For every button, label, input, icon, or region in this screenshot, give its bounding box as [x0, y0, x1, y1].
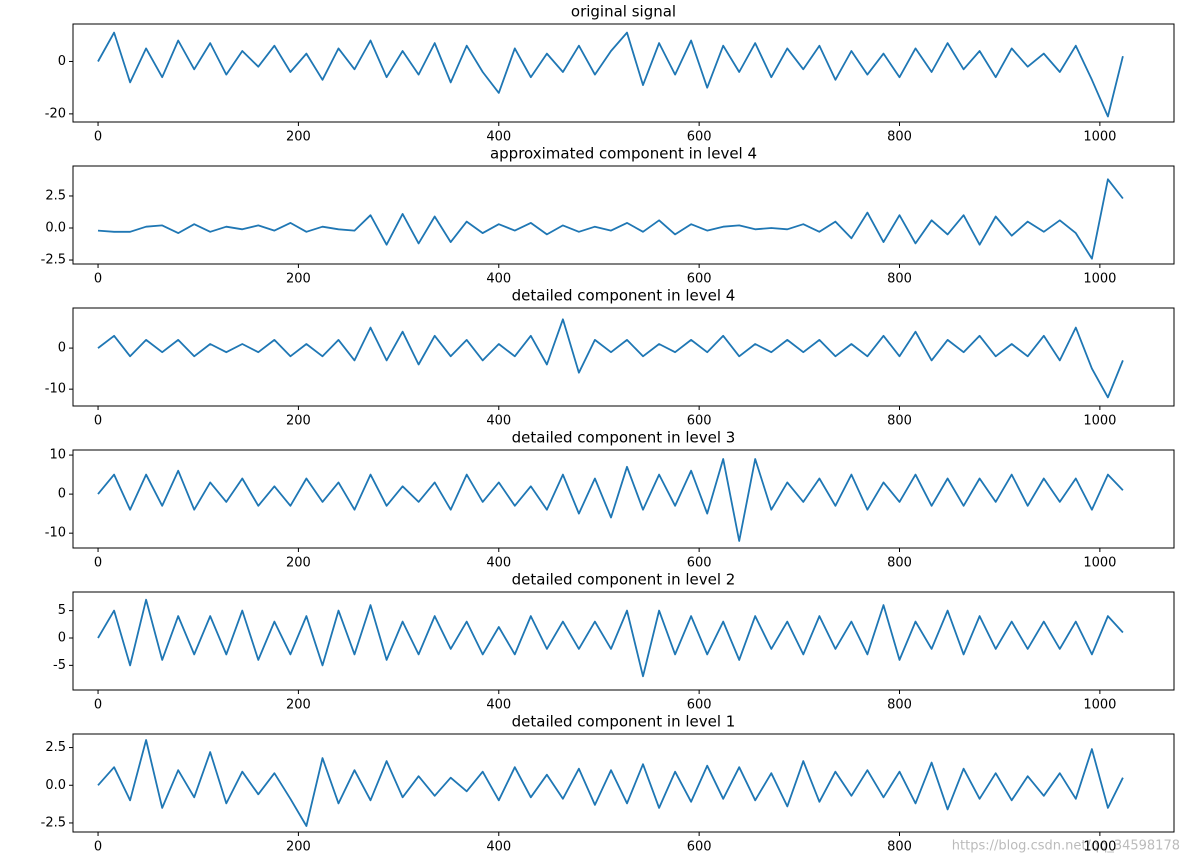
subplot-title: detailed component in level 4	[512, 287, 736, 305]
axes-frame	[72, 591, 1175, 691]
axes-frame	[72, 307, 1175, 407]
x-tick-label: 200	[286, 698, 311, 713]
x-tick-label: 0	[94, 556, 102, 571]
subplot-title: detailed component in level 3	[512, 429, 736, 447]
x-tick-label: 400	[486, 556, 511, 571]
x-tick-label: 800	[887, 556, 912, 571]
x-tick-label: 600	[687, 556, 712, 571]
axes-frame	[72, 449, 1175, 549]
y-tick-label: 2.5	[45, 740, 66, 755]
axes-frame	[72, 733, 1175, 833]
x-tick-label: 600	[687, 414, 712, 429]
y-tick-label: -20	[45, 106, 66, 121]
x-tick-label: 200	[286, 840, 311, 855]
y-tick-label: 2.5	[45, 188, 66, 203]
y-tick-label: -10	[45, 526, 66, 541]
y-tick-label: -5	[53, 658, 66, 673]
x-tick-label: 1000	[1083, 272, 1116, 287]
x-tick-label: 200	[286, 414, 311, 429]
x-tick-label: 1000	[1083, 698, 1116, 713]
y-tick-label: 0	[58, 54, 66, 69]
subplot-title: detailed component in level 1	[512, 713, 736, 731]
x-tick-label: 800	[887, 272, 912, 287]
signal-line	[97, 318, 1124, 399]
y-tick-label: -2.5	[41, 815, 66, 830]
x-tick-label: 400	[486, 272, 511, 287]
axes-frame	[72, 23, 1175, 123]
y-tick-label: 0	[58, 630, 66, 645]
x-tick-label: 600	[687, 698, 712, 713]
y-tick-label: 5	[58, 603, 66, 618]
y-tick-label: 0	[58, 341, 66, 356]
x-tick-label: 0	[94, 414, 102, 429]
x-tick-label: 1000	[1083, 130, 1116, 145]
x-tick-label: 400	[486, 130, 511, 145]
x-tick-label: 0	[94, 272, 102, 287]
signal-line	[97, 178, 1124, 260]
y-tick-label: 0.0	[45, 778, 66, 793]
x-tick-label: 1000	[1083, 840, 1116, 855]
x-tick-label: 200	[286, 130, 311, 145]
axes-frame	[72, 165, 1175, 265]
x-tick-label: 400	[486, 840, 511, 855]
subplot-title: original signal	[571, 3, 676, 21]
x-tick-label: 800	[887, 414, 912, 429]
x-tick-label: 800	[887, 840, 912, 855]
x-tick-label: 0	[94, 130, 102, 145]
x-tick-label: 200	[286, 272, 311, 287]
y-tick-label: -2.5	[41, 253, 66, 268]
x-tick-label: 800	[887, 130, 912, 145]
signal-line	[97, 739, 1124, 827]
subplot-title: detailed component in level 2	[512, 571, 736, 589]
subplot-title: approximated component in level 4	[490, 145, 757, 163]
signal-line	[97, 598, 1124, 678]
x-tick-label: 200	[286, 556, 311, 571]
y-tick-label: 0.0	[45, 221, 66, 236]
x-tick-label: 1000	[1083, 556, 1116, 571]
x-tick-label: 1000	[1083, 414, 1116, 429]
x-tick-label: 0	[94, 698, 102, 713]
watermark: https://blog.csdn.net/qq_34598178	[952, 839, 1180, 854]
x-tick-label: 600	[687, 840, 712, 855]
x-tick-label: 800	[887, 698, 912, 713]
x-tick-label: 0	[94, 840, 102, 855]
x-tick-label: 600	[687, 272, 712, 287]
y-tick-label: 0	[58, 487, 66, 502]
x-tick-label: 600	[687, 130, 712, 145]
signal-line	[97, 458, 1124, 542]
y-tick-label: -10	[45, 382, 66, 397]
x-tick-label: 400	[486, 414, 511, 429]
x-tick-label: 400	[486, 698, 511, 713]
y-tick-label: 10	[49, 448, 66, 463]
signal-line	[97, 31, 1124, 118]
